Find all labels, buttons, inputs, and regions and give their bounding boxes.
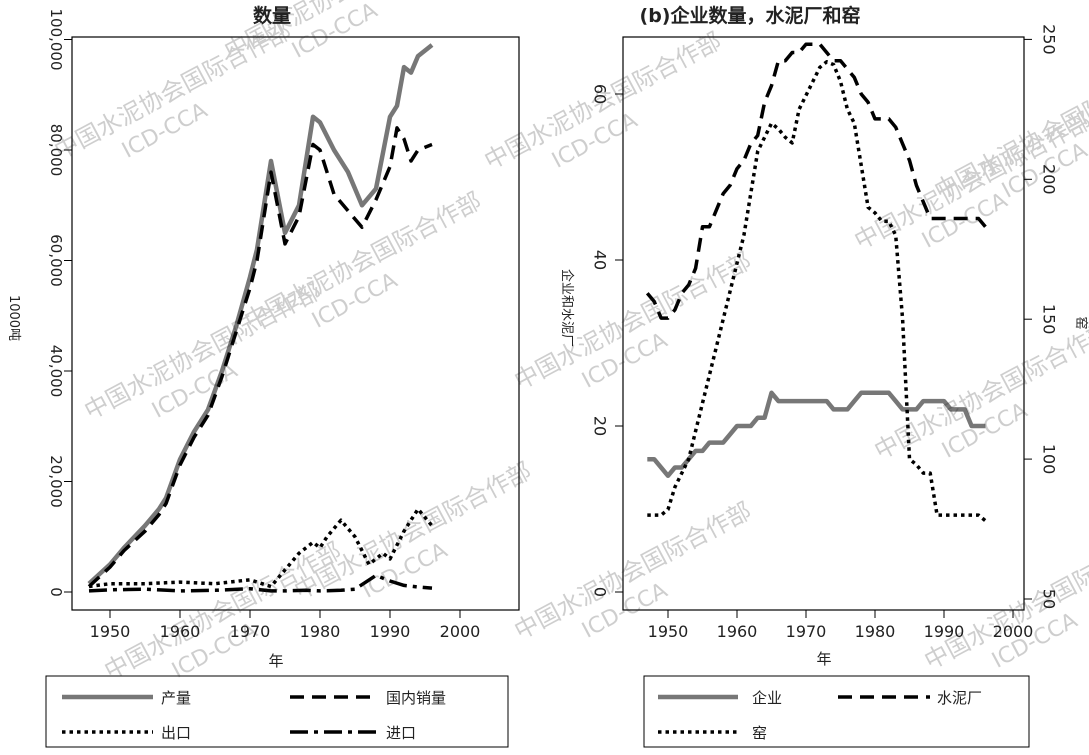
left-chart-panel: 数量 1950 1960 1970 1980 1990 2000 0 20,000 40,00…: [6, 4, 520, 748]
y-tick: 0: [591, 587, 623, 597]
y-tick-label: 0: [47, 587, 65, 597]
x-tick-label: 1980: [300, 622, 341, 641]
y-tick-label: 40,000: [47, 345, 65, 398]
left-y-axis: 0 20,000 40,000 60,000 80,000 100,000: [47, 8, 72, 597]
y-tick-label: 60: [591, 84, 610, 104]
series-line-进口: [88, 573, 433, 593]
right-legend: [643, 675, 1030, 748]
x-tick-label: 1960: [717, 622, 758, 641]
y2-tick: 200: [1024, 164, 1059, 195]
y2-tick-label: 150: [1040, 304, 1059, 335]
y2-tick: 250: [1024, 24, 1059, 55]
x-tick: 1960: [717, 610, 758, 641]
left-series-group: [87, 43, 434, 593]
x-tick-label: 1950: [90, 622, 131, 641]
x-tick: 1960: [160, 610, 201, 641]
svg-text:中国水泥协会国际合作部: 中国水泥协会国际合作部: [240, 187, 486, 336]
left-plot-frame: [71, 36, 520, 611]
x-tick: 1990: [370, 610, 411, 641]
right-series-group: [645, 42, 987, 523]
x-tick-label: 1990: [924, 622, 965, 641]
legend-label-cement-plants: 水泥厂: [937, 689, 982, 707]
y-tick: 60: [591, 84, 623, 104]
x-tick: 1980: [300, 610, 341, 641]
x-tick: 1970: [786, 610, 827, 641]
y2-tick-label: 200: [1040, 164, 1059, 195]
series-line-产量: [87, 43, 434, 586]
x-tick: 1950: [648, 610, 689, 641]
x-tick: 1970: [230, 610, 271, 641]
right-chart-panel: (b)企业数量，水泥厂和窑 1950 1960 1970 1980 1990 2000 0…: [559, 4, 1089, 748]
series-line-出口: [88, 507, 434, 589]
legend-label-exports: 出口: [161, 724, 191, 742]
y-tick: 60,000: [47, 234, 72, 287]
svg-text:中国水泥协会国际合作部: 中国水泥协会国际合作部: [480, 27, 726, 176]
x-tick: 1980: [855, 610, 896, 641]
left-y-axis-label: 1000吨: [6, 295, 21, 341]
y-tick: 20,000: [47, 455, 72, 508]
x-tick: 2000: [993, 610, 1034, 641]
watermark-layer: 中国水泥协会国际合作部ICD-CCA中国水泥协会国际合作部ICD-CCA中国水泥…: [50, 0, 1089, 686]
svg-text:中国水泥协会国际合作部: 中国水泥协会国际合作部: [290, 457, 536, 606]
y-tick-label: 80,000: [47, 124, 65, 177]
right-y-axis-label: 企业和水泥厂: [559, 269, 575, 347]
y-tick: 40: [591, 250, 623, 270]
y-tick-label: 20: [591, 416, 610, 436]
right-x-axis: 1950 1960 1970 1980 1990 2000: [648, 610, 1034, 641]
y-tick: 0: [47, 587, 72, 597]
series-line-国内销量: [87, 126, 433, 588]
left-legend: [45, 675, 509, 748]
left-chart-title: 数量: [253, 4, 291, 27]
y-tick-label: 20,000: [47, 455, 65, 508]
x-tick-label: 1980: [855, 622, 896, 641]
y2-tick: 50: [1024, 589, 1059, 609]
right-y-axis-right: 50 100 150 200 250: [1024, 24, 1059, 609]
x-tick: 1990: [924, 610, 965, 641]
y2-tick: 100: [1024, 444, 1059, 475]
svg-text:中国水泥协会国际合作部: 中国水泥协会国际合作部: [100, 537, 346, 686]
y-tick: 100,000: [47, 8, 72, 71]
right-plot-frame: [622, 36, 1025, 611]
y-tick-label: 100,000: [47, 8, 65, 70]
x-tick-label: 1970: [230, 622, 271, 641]
legend-label-kilns: 窑: [752, 724, 767, 742]
legend-label-imports: 进口: [386, 724, 416, 742]
legend-label-domestic-sales: 国内销量: [386, 689, 446, 707]
y-tick: 40,000: [47, 345, 72, 398]
y-tick: 20: [591, 416, 623, 436]
legend-label-production: 产量: [161, 689, 191, 707]
y2-tick-label: 50: [1040, 589, 1059, 609]
svg-text:中国水泥协会国际合作部: 中国水泥协会国际合作部: [510, 247, 756, 396]
series-line-窑: [647, 60, 987, 523]
x-tick: 1950: [90, 610, 131, 641]
right-y-axis-left: 0 20 40 60: [591, 84, 623, 597]
legend-label-enterprises: 企业: [752, 689, 782, 707]
series-line-水泥厂: [645, 42, 987, 320]
y-tick: 80,000: [47, 124, 72, 177]
x-tick-label: 1970: [786, 622, 827, 641]
series-line-企业: [647, 390, 986, 479]
y2-tick-label: 250: [1040, 24, 1059, 55]
y-tick-label: 60,000: [47, 234, 65, 287]
right-x-axis-label: 年: [816, 650, 831, 668]
x-tick-label: 2000: [440, 622, 481, 641]
y-tick-label: 40: [591, 250, 610, 270]
right-chart-title: (b)企业数量，水泥厂和窑: [640, 4, 861, 27]
x-tick-label: 2000: [993, 622, 1034, 641]
x-tick-label: 1950: [648, 622, 689, 641]
right-y2-axis-label: 窑: [1073, 316, 1089, 329]
y2-tick: 150: [1024, 304, 1059, 335]
x-tick: 2000: [440, 610, 481, 641]
left-x-axis: 1950 1960 1970 1980 1990 2000: [90, 610, 481, 641]
y-tick-label: 0: [591, 587, 610, 597]
y2-tick-label: 100: [1040, 444, 1059, 475]
left-x-axis-label: 年: [268, 652, 283, 670]
x-tick-label: 1960: [160, 622, 201, 641]
x-tick-label: 1990: [370, 622, 411, 641]
